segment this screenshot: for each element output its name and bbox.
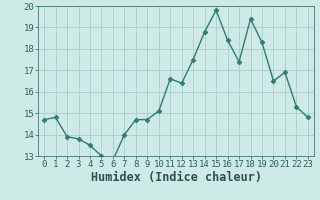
X-axis label: Humidex (Indice chaleur): Humidex (Indice chaleur) — [91, 171, 261, 184]
